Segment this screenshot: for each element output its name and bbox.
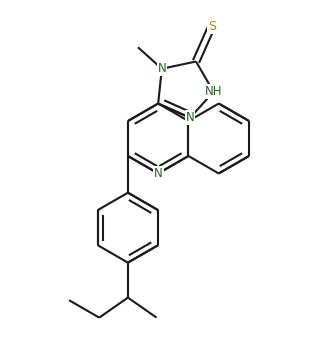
Text: N: N [186, 111, 195, 124]
Text: N: N [157, 62, 166, 75]
Text: S: S [208, 20, 216, 33]
Text: NH: NH [205, 85, 222, 98]
Text: N: N [154, 167, 162, 180]
